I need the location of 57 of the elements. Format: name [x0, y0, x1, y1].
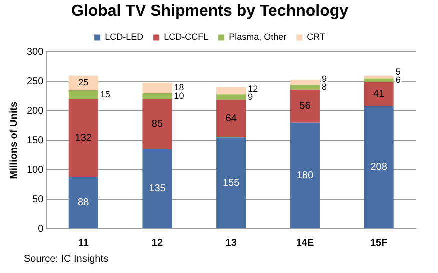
legend-label: LCD-LED	[105, 32, 144, 42]
x-tick-label: 12	[152, 238, 164, 249]
bar	[68, 76, 98, 91]
y-tick-label: 250	[26, 76, 44, 88]
bar	[142, 82, 172, 94]
legend-label: Plasma, Other	[229, 32, 287, 42]
x-tick-label: 11	[78, 238, 90, 249]
y-tick-label: 150	[26, 135, 44, 146]
data-label: 12	[248, 84, 258, 94]
data-label: 15	[100, 89, 110, 100]
data-label: 6	[396, 74, 401, 85]
legend-label: LCD-CCFL	[164, 32, 209, 42]
bar	[216, 88, 246, 95]
bar	[364, 106, 394, 228]
data-label: 135	[149, 184, 166, 195]
data-label: 9	[322, 74, 327, 84]
bar	[68, 90, 98, 100]
x-tick-label: 14E	[296, 238, 314, 249]
legend-label: CRT	[307, 32, 326, 42]
data-label: 88	[78, 198, 90, 209]
bar	[216, 94, 246, 100]
x-tick-label: 13	[226, 238, 238, 249]
y-tick-label: 300	[26, 46, 44, 58]
data-label: 56	[300, 101, 312, 112]
data-label: 5	[396, 66, 401, 77]
data-label: 18	[174, 82, 184, 93]
data-label: 64	[226, 114, 238, 125]
bar	[364, 78, 394, 82]
data-label: 208	[370, 162, 388, 174]
bar	[290, 90, 320, 123]
data-label: 132	[75, 132, 92, 144]
bar	[68, 177, 98, 228]
y-tick-label: 0	[38, 224, 44, 235]
data-label: 180	[296, 170, 314, 182]
data-label: 9	[248, 92, 254, 102]
bar	[216, 138, 246, 228]
data-label: 8	[322, 82, 327, 92]
bar	[142, 149, 172, 228]
source-note: Source: IC Insights	[24, 254, 108, 265]
chart-title: Global TV Shipments by Technology	[71, 3, 349, 20]
bar	[142, 99, 172, 150]
data-label: 10	[174, 90, 184, 101]
data-label: 85	[152, 119, 164, 130]
y-tick-label: 100	[26, 164, 44, 176]
y-tick-label: 200	[26, 106, 44, 117]
bar	[364, 82, 394, 106]
data-label: 25	[78, 78, 89, 88]
bar	[216, 100, 246, 138]
bar	[290, 122, 320, 228]
data-label: 155	[223, 178, 240, 189]
y-tick-label: 50	[32, 194, 44, 206]
data-label: 41	[374, 89, 386, 100]
bar	[142, 93, 172, 100]
bar	[290, 85, 320, 90]
y-axis-title: Millions of Units	[8, 102, 20, 180]
bar	[68, 99, 98, 178]
x-tick-label: 15F	[370, 238, 388, 249]
